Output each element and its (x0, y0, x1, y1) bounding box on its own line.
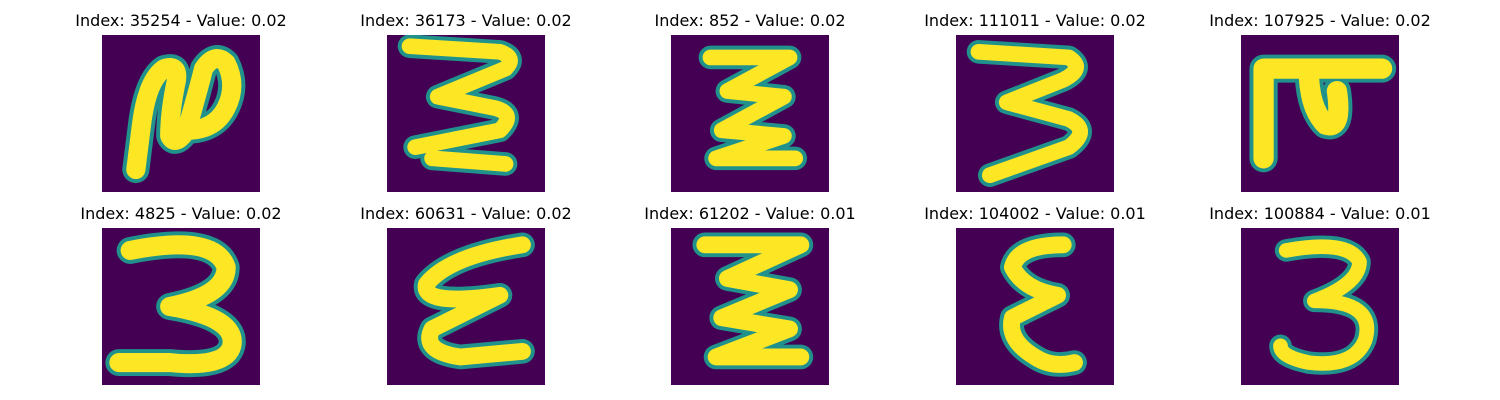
panel-title: Index: 60631 - Value: 0.02 (336, 205, 596, 223)
panel-title: Index: 4825 - Value: 0.02 (51, 205, 311, 223)
digit-image (387, 228, 545, 385)
panel-title: Index: 36173 - Value: 0.02 (336, 12, 596, 30)
panel-title: Index: 61202 - Value: 0.01 (620, 205, 880, 223)
handwritten-3-rotated-glyph (956, 35, 1114, 192)
panel-title: Index: 104002 - Value: 0.01 (905, 205, 1165, 223)
digit-image (956, 228, 1114, 385)
handwritten-3-glyph (1241, 228, 1399, 385)
digit-image (956, 35, 1114, 192)
blocky-hook-glyph (1241, 35, 1399, 192)
digit-image (1241, 228, 1399, 385)
handwritten-3-glyph (102, 228, 260, 385)
panel-title: Index: 100884 - Value: 0.01 (1190, 205, 1450, 223)
handwritten-3-rotated-glyph (387, 35, 545, 192)
handwritten-epsilon-glyph (387, 228, 545, 385)
panel-title: Index: 35254 - Value: 0.02 (51, 12, 311, 30)
digit-image (102, 35, 260, 192)
digit-image (102, 228, 260, 385)
panel-title: Index: 107925 - Value: 0.02 (1190, 12, 1450, 30)
digit-image (671, 35, 829, 192)
handwritten-epsilon-glyph (956, 228, 1114, 385)
curly-2-like-handwritten-glyph (102, 35, 260, 192)
zigzag-z-glyph (671, 228, 829, 385)
digit-image (671, 228, 829, 385)
zigzag-z-glyph (671, 35, 829, 192)
panel-title: Index: 111011 - Value: 0.02 (905, 12, 1165, 30)
digit-image (387, 35, 545, 192)
panel-title: Index: 852 - Value: 0.02 (620, 12, 880, 30)
digit-image (1241, 35, 1399, 192)
